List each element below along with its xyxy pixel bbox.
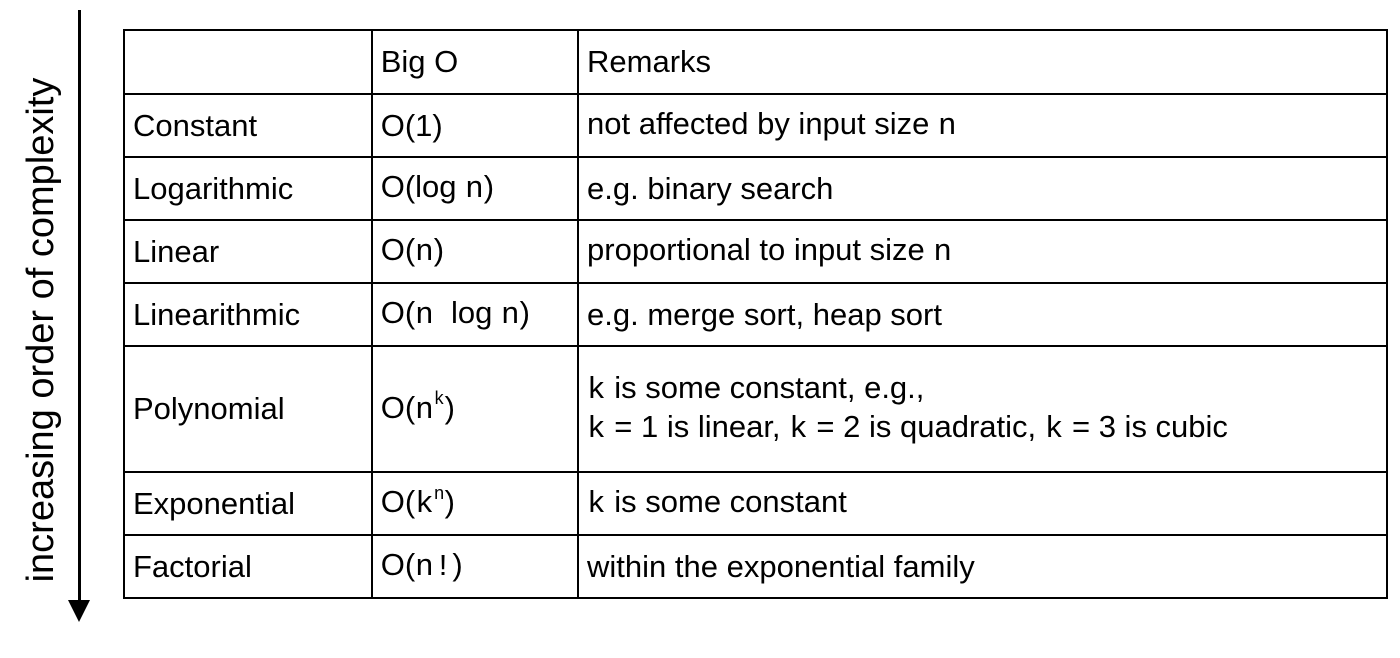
big-o-suffix: ) [444,484,455,519]
complexity-name: Exponential [123,471,373,536]
big-o-var: n [415,298,434,333]
header-cell-remarks: Remarks [577,29,1388,95]
big-o-var: n! [415,550,453,585]
big-o-suffix: ) [452,547,463,582]
complexity-axis-label: increasing order of complexity [0,0,62,658]
remarks-var: k [587,487,606,522]
remarks-cell: k is some constant [577,471,1388,536]
arrow-shaft [78,10,81,602]
big-o-cell: O(nk) [370,345,580,473]
remarks-text: is some constant [614,484,847,519]
table-row: Logarithmic O(log n) e.g. binary search [123,156,1388,221]
remarks-cell: proportional to input size n [577,219,1388,284]
complexity-name: Polynomial [123,345,373,473]
remarks-var: k [1044,412,1064,447]
big-o-base: n [415,392,434,428]
big-o-prefix: O( [380,484,416,519]
big-o-prefix: O(log [380,169,457,204]
big-o-cell: O(n log n) [370,282,580,347]
remarks-line: k is some constant, e.g., [587,370,1385,409]
header-cell-big-o: Big O [370,29,580,95]
remarks-text: e.g. binary search [587,170,834,206]
big-o-suffix: ) [519,295,530,330]
remarks-text: within the exponential family [587,548,975,584]
remarks-cell: k is some constant, e.g., k = 1 is linea… [577,345,1388,473]
big-o-base: k [415,487,434,522]
big-o-suffix: ) [433,232,445,267]
table-header-row: Big O Remarks [123,29,1388,95]
big-o-prefix: O( [380,389,416,425]
remarks-cell: e.g. merge sort, heap sort [577,282,1388,347]
remarks-text: proportional to input size [587,232,925,267]
down-arrow-icon [68,10,92,625]
big-o-cell: O(kn) [370,471,580,536]
complexity-name: Linear [123,219,373,284]
table-row: Linear O(n) proportional to input size n [123,219,1388,284]
remarks-line: k = 1 is linear, k = 2 is quadratic, k =… [587,409,1385,448]
remarks-var: k [789,412,808,447]
remarks-text: is some constant, e.g., [614,370,925,405]
remarks-var: n [938,109,957,144]
remarks-text: = 1 is linear, [614,409,781,444]
remarks-var: n [933,235,953,270]
big-o-suffix: ) [483,169,495,204]
big-o-cell: O(n!) [370,534,580,599]
complexity-name: Linearithmic [123,282,373,347]
complexity-name: Logarithmic [123,156,373,221]
complexity-name: Factorial [123,534,373,599]
remarks-text: not affected by input size [587,106,930,141]
side-label-text: increasing order of complexity [20,77,62,583]
big-o-var: n [501,298,520,333]
big-o-text: O(1) [380,107,443,143]
table-row: Constant O(1) not affected by input size… [123,93,1388,158]
big-o-prefix: O( [380,295,416,330]
big-o-cell: O(n) [370,219,580,284]
remarks-cell: not affected by input size n [577,93,1388,158]
big-o-cell: O(1) [370,93,580,158]
table-row: Linearithmic O(n log n) e.g. merge sort,… [123,282,1388,347]
big-o-log: log [451,295,493,330]
big-o-exponent: k [433,390,445,411]
table-row: Exponential O(kn) k is some constant [123,471,1388,536]
complexity-name: Constant [123,93,373,158]
remarks-var: k [587,373,606,408]
remarks-text: = 3 is cubic [1071,409,1228,444]
remarks-cell: e.g. binary search [577,156,1388,221]
big-o-exponent: n [433,484,445,505]
arrow-head [68,600,90,622]
remarks-text: e.g. merge sort, heap sort [587,296,942,332]
remarks-text: = 2 is quadratic, [816,409,1037,444]
remarks-var: k [587,412,606,447]
big-o-prefix: O( [380,232,416,267]
big-o-var: n [465,172,484,207]
big-o-cell: O(log n) [370,156,580,221]
complexity-table: Big O Remarks Constant O(1) not affected… [123,29,1388,599]
big-o-suffix: ) [444,389,455,425]
header-cell-name [123,29,373,95]
big-o-prefix: O( [380,547,416,582]
remarks-cell: within the exponential family [577,534,1388,599]
table-row: Factorial O(n!) within the exponential f… [123,534,1388,599]
table-row: Polynomial O(nk) k is some constant, e.g… [123,345,1388,473]
big-o-var: n [415,235,434,270]
